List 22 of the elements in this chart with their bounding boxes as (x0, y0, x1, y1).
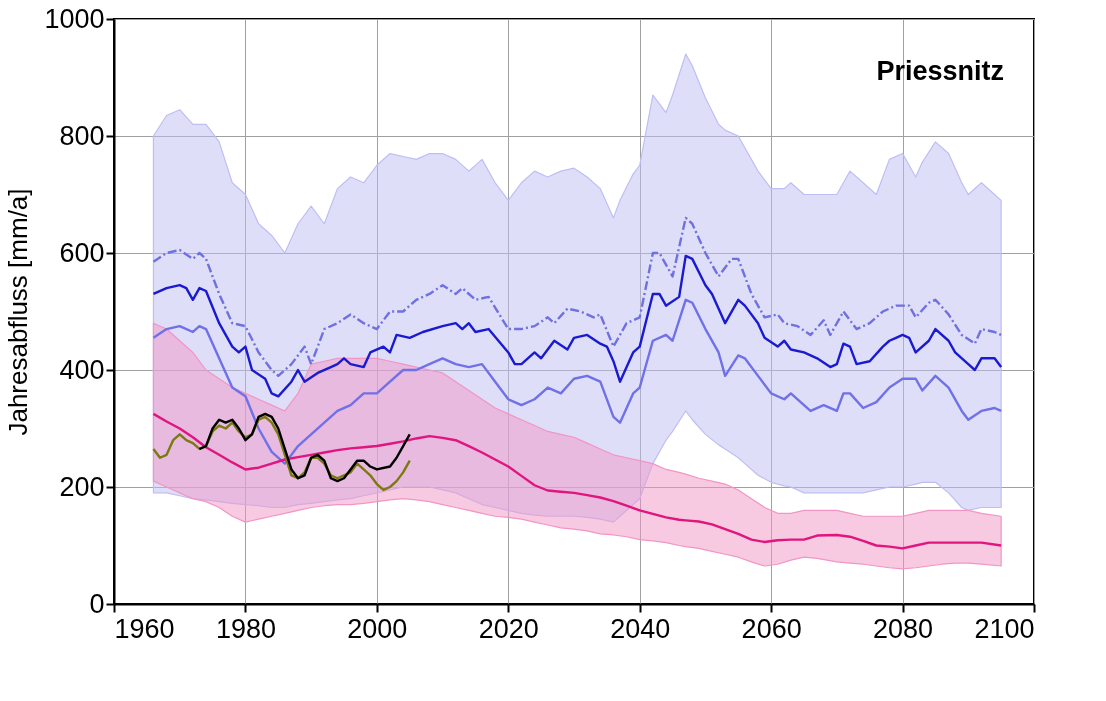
y-tick-label: 400 (59, 354, 105, 385)
annotation: Priessnitz (876, 56, 1004, 86)
x-tick-label: 2100 (974, 613, 1035, 644)
y-tick-label: 200 (59, 471, 105, 502)
y-tick-label: 0 (89, 588, 105, 619)
y-axis-title: Jahresabfluss [mm/a] (3, 188, 34, 436)
x-tick-label: 2040 (610, 613, 671, 644)
line-series (152, 254, 1003, 398)
y-tick-label: 600 (59, 237, 105, 268)
x-tick-label: 2060 (741, 613, 802, 644)
x-tick-label: 2080 (873, 613, 934, 644)
x-tick-label: 2020 (478, 613, 539, 644)
x-tick-label: 1960 (114, 613, 175, 644)
x-tick-label: 2000 (347, 613, 408, 644)
line-series (198, 412, 411, 483)
line-series (152, 216, 1003, 378)
x-tick-label: 1980 (215, 613, 276, 644)
y-tick-label: 800 (59, 120, 105, 151)
y-tick-label: 1000 (44, 3, 105, 34)
line-series (152, 412, 1003, 550)
line-series (152, 298, 1003, 465)
line-series (152, 415, 411, 492)
